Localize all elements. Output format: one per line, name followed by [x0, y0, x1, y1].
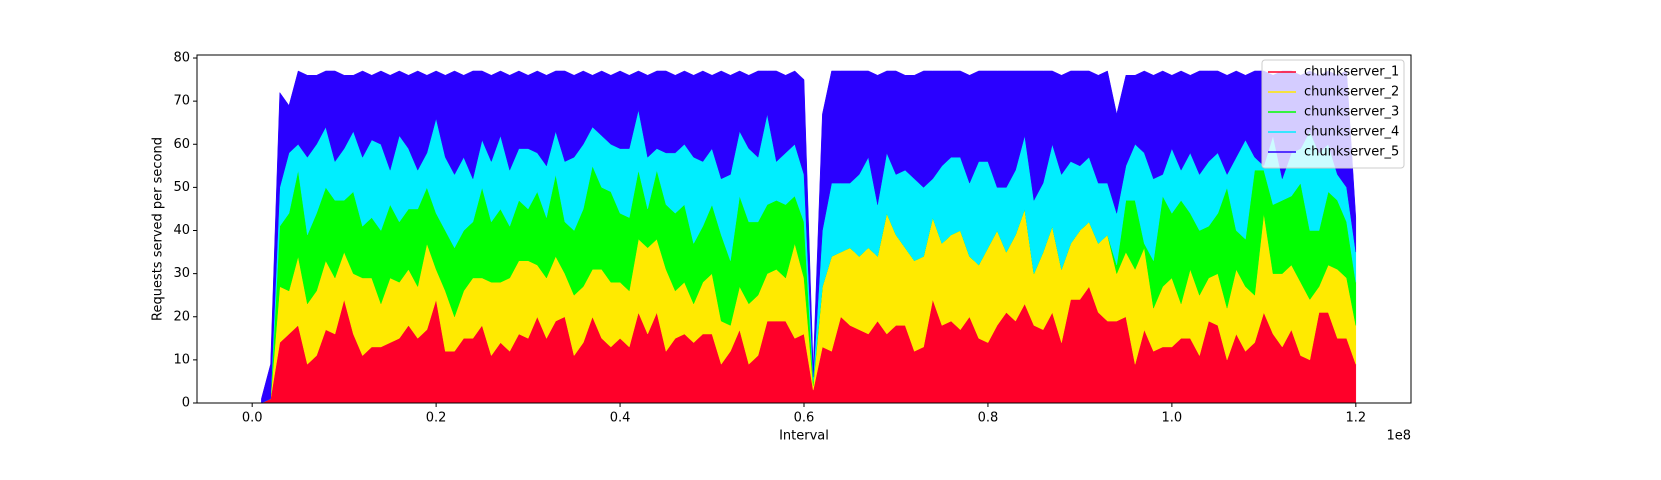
x-axis-label: Interval	[779, 429, 829, 444]
x-tick-label: 0.4	[610, 411, 631, 426]
y-axis-label: Requests served per second	[151, 137, 166, 321]
legend-box	[1261, 59, 1405, 169]
x-tick-label: 0.0	[242, 411, 263, 426]
y-tick-label: 80	[173, 51, 190, 66]
x-tick-label: 0.2	[426, 411, 447, 426]
legend-label: chunkserver_4	[1304, 125, 1399, 140]
legend-label: chunkserver_1	[1304, 65, 1399, 80]
legend-label: chunkserver_5	[1304, 145, 1399, 160]
y-tick-label: 40	[173, 223, 190, 238]
x-tick-label: 1.2	[1345, 411, 1366, 426]
x-tick-label: 1.0	[1162, 411, 1183, 426]
y-tick-label: 0	[182, 396, 190, 411]
y-tick-label: 30	[173, 266, 190, 281]
x-tick-label: 0.8	[978, 411, 999, 426]
y-tick-label: 10	[173, 352, 190, 367]
y-tick-label: 70	[173, 94, 190, 109]
x-tick-label: 0.6	[794, 411, 815, 426]
y-tick-label: 60	[173, 137, 190, 152]
y-tick-label: 50	[173, 180, 190, 195]
legend: chunkserver_1 chunkserver_2 chunkserver_3c…	[1261, 59, 1405, 169]
x-offset-label: 1e8	[1386, 429, 1411, 444]
area	[261, 70, 1357, 404]
legend-label: chunkserver_3	[1304, 105, 1399, 120]
y-tick-label: 20	[173, 309, 190, 324]
legend-label: chunkserver_2	[1304, 85, 1399, 100]
